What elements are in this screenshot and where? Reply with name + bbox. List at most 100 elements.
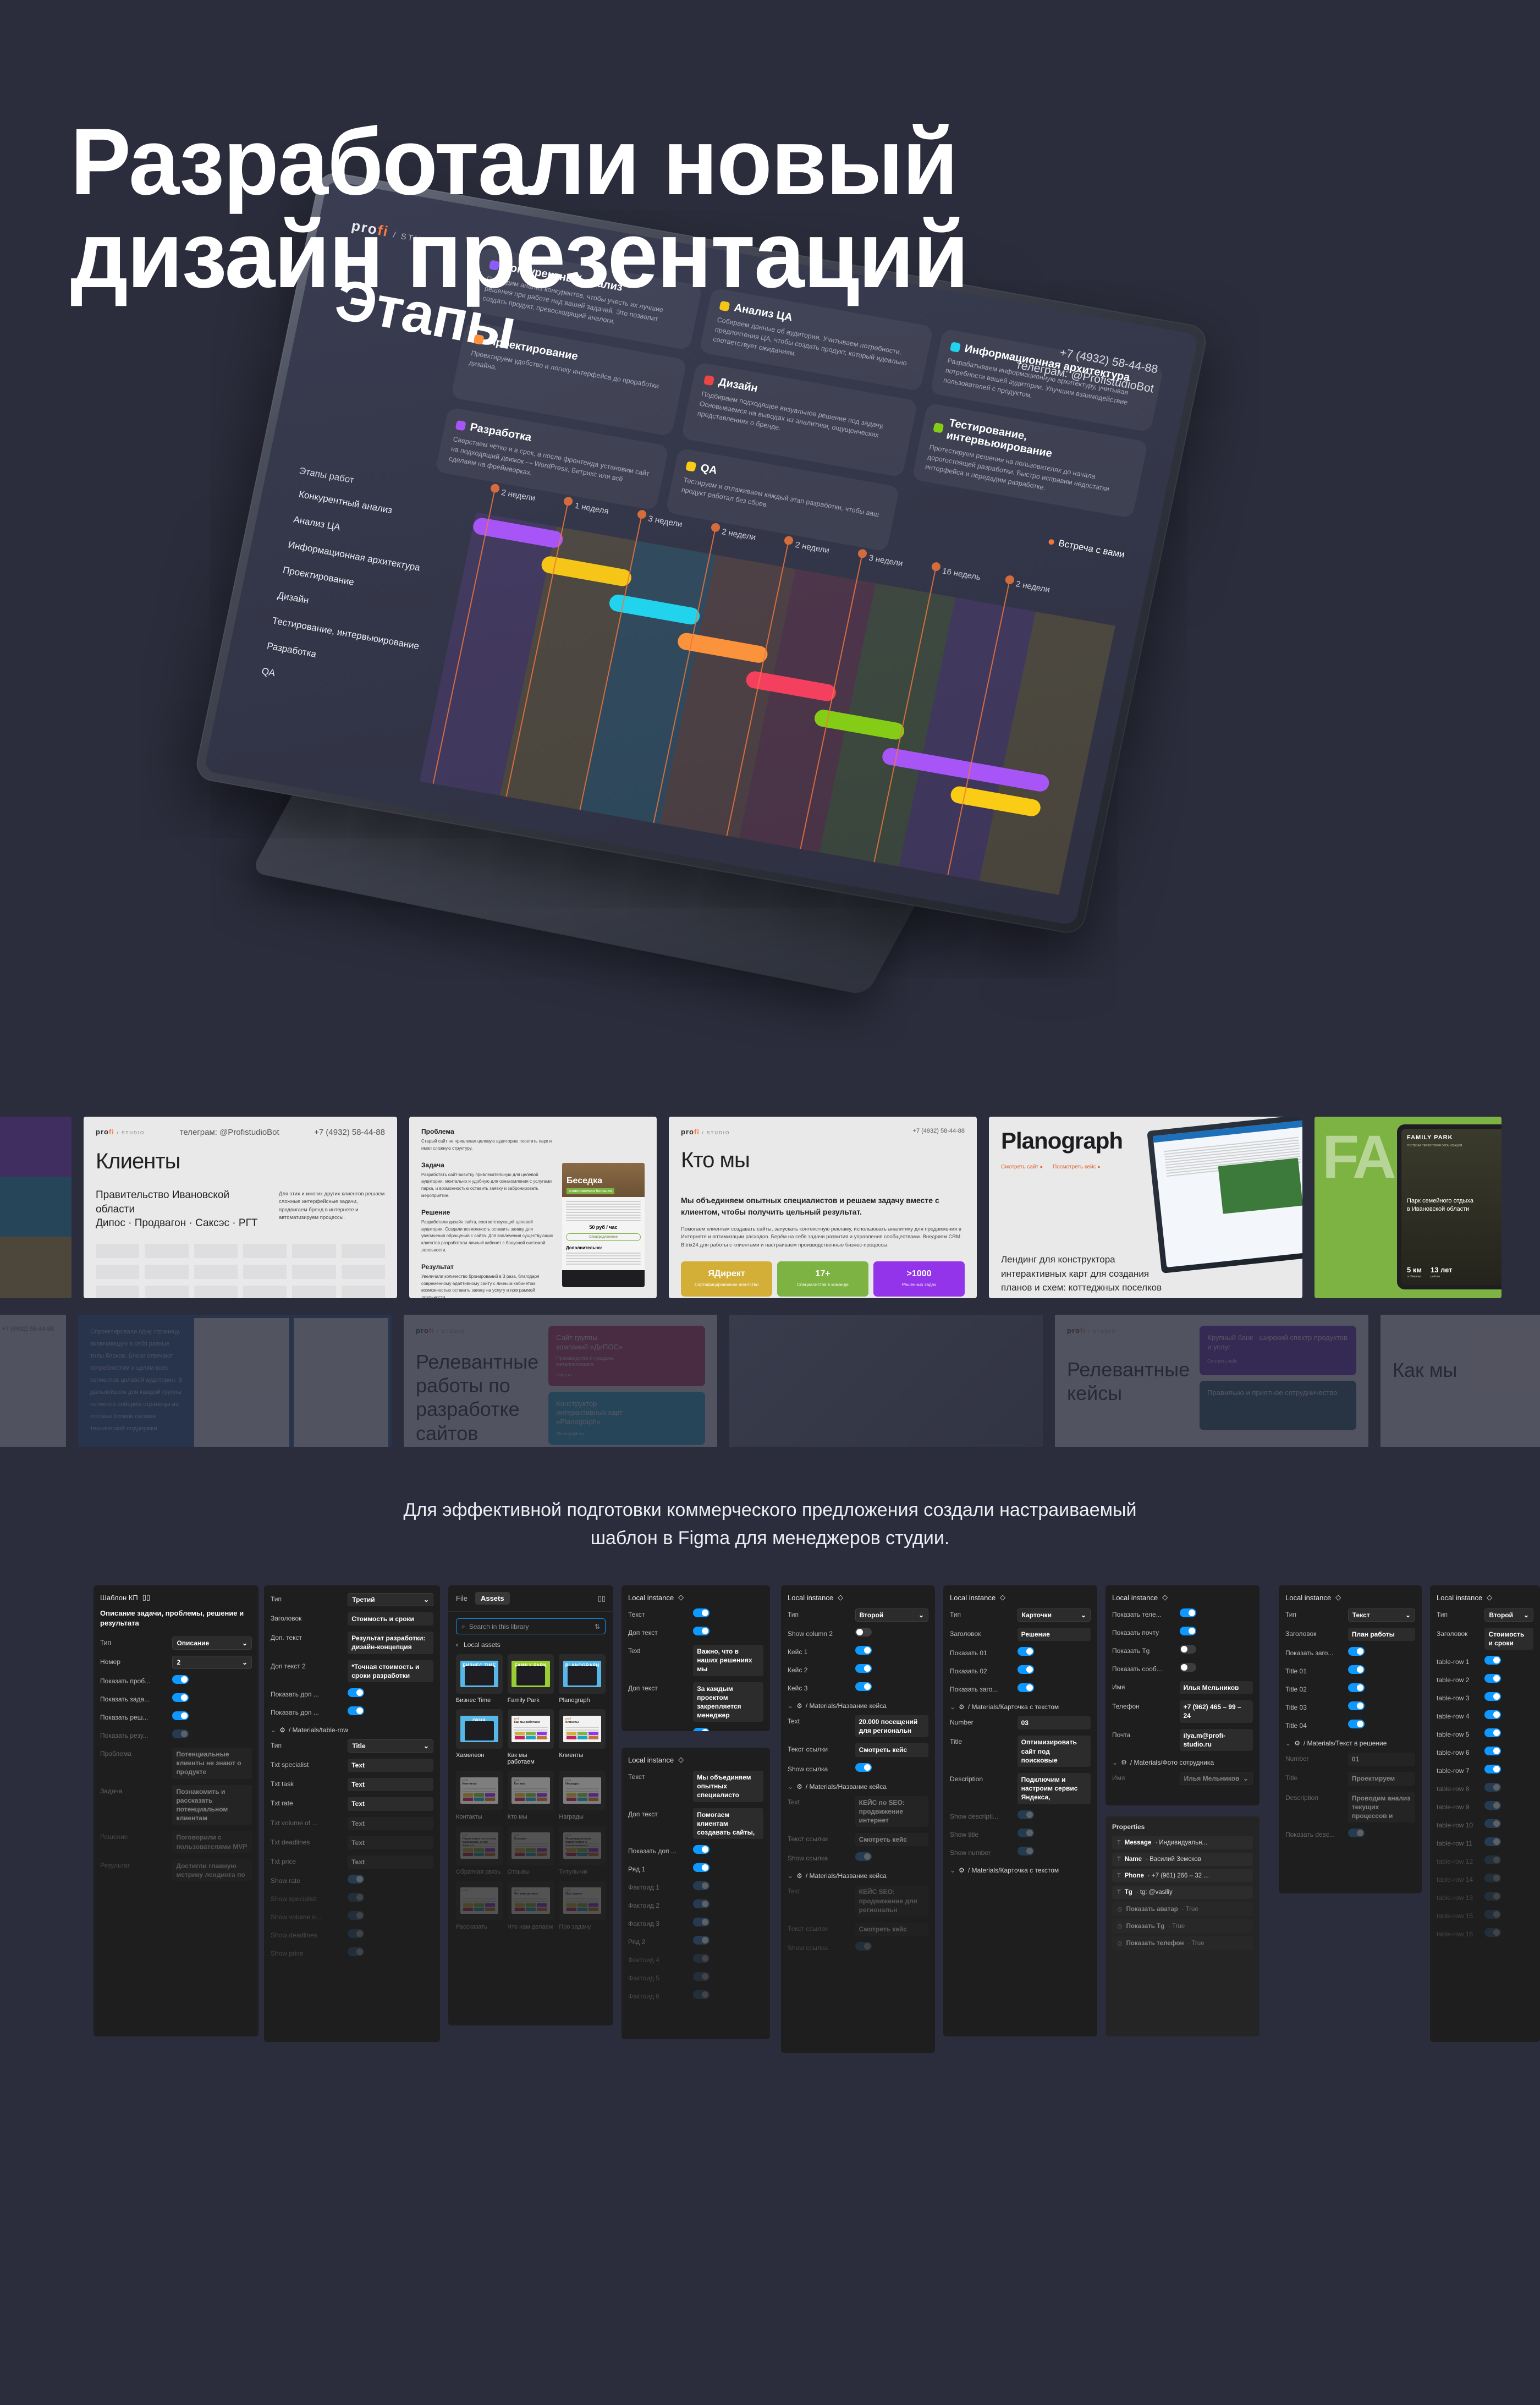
clients-slide[interactable]: profi / STUDIO телеграм: @ProfistudioBot… [84,1117,397,1298]
text-field[interactable]: 01 [1348,1753,1415,1766]
toggle-switch[interactable] [1484,1892,1502,1901]
dropdown-select[interactable]: 2 ⌄ [172,1656,252,1670]
property-item[interactable]: T Phone · +7 (961) 266 – 32 ... [1112,1869,1253,1882]
property-item[interactable]: T Name · Василий Земсков [1112,1853,1253,1866]
toggle-switch[interactable] [855,1664,872,1673]
text-field[interactable]: Важно, что в наших решениях мы [693,1645,763,1676]
toggle-switch[interactable] [1017,1683,1034,1693]
property-item[interactable]: ◎ Показать Tg · True [1112,1919,1253,1933]
toggle-switch[interactable] [1484,1783,1502,1792]
text-field[interactable]: Подключим и настроим сервис Яндекса, [1017,1772,1091,1804]
asset-item[interactable]: profi Клиенты Клиенты [559,1709,606,1765]
toggle-switch[interactable] [1179,1663,1196,1672]
toggle-switch[interactable] [693,1845,710,1854]
component-group-header[interactable]: ⌄ ⚙ / Materials/Карточка с текстом [950,1866,1091,1874]
toggle-switch[interactable] [1179,1645,1196,1654]
structure-slide[interactable]: Спроектировали одну страницу, включающую… [78,1315,392,1447]
toggle-switch[interactable] [693,1918,710,1927]
toggle-switch[interactable] [1017,1810,1034,1819]
toggle-switch[interactable] [348,1947,365,1957]
text-field[interactable]: *Точная стоимость и сроки разработки [348,1660,433,1682]
text-field[interactable]: Познакомить и рассказать потенциальном к… [172,1784,252,1825]
text-field[interactable]: Смотреть кейс [855,1922,928,1936]
relevant-works-slide[interactable]: profi / STUDIO Релевантные работы по раз… [404,1315,717,1447]
component-group-header[interactable]: ⌄ ⚙ / Materials/Карточка с текстом [950,1703,1091,1711]
tab-file[interactable]: File [456,1594,468,1602]
asset-item[interactable]: profi Как мы работаем Как мы работаем [507,1709,554,1765]
text-field[interactable]: Смотреть кейс [855,1743,928,1757]
dropdown-select[interactable]: Описание ⌄ [172,1637,252,1650]
toggle-switch[interactable] [172,1693,189,1703]
dropdown-select[interactable]: Карточки ⌄ [1017,1608,1091,1622]
text-field[interactable]: Стоимость и сроки [1484,1628,1533,1650]
text-field[interactable]: Илья Мельников [1179,1681,1253,1695]
assets-breadcrumb[interactable]: ‹ Local assets [448,1641,613,1654]
dropdown-select[interactable]: Илья Мельников ⌄ [1179,1771,1253,1785]
text-field[interactable]: Text [348,1778,433,1792]
asset-item[interactable]: profi Кто мы Кто мы [507,1771,554,1820]
component-group-header[interactable]: ⌄ ⚙ / Materials/Название кейса [788,1783,928,1791]
toggle-switch[interactable] [1484,1656,1502,1665]
toggle-switch[interactable] [693,1608,710,1617]
relevant-case-card[interactable]: Правильно и приятное сотрудничество [1200,1381,1356,1430]
toggle-switch[interactable] [1484,1910,1502,1919]
text-field[interactable]: 20.000 посещений для региональн [855,1715,928,1738]
asset-item[interactable]: profi Что нам делаем Что нам делаем [507,1881,554,1930]
text-field[interactable]: За каждым проектом закрепляется менеджер [693,1682,763,1722]
toggle-switch[interactable] [1484,1928,1502,1937]
phone-slide-left[interactable]: +7 (4932) 58-44-88 [0,1315,66,1447]
toggle-switch[interactable] [693,1881,710,1891]
toggle-switch[interactable] [693,1728,710,1731]
who-we-are-slide[interactable]: profi / STUDIO +7 (4932) 58-44-88 Кто мы… [669,1117,977,1298]
text-field[interactable]: +7 (962) 465 – 99 – 24 [1179,1700,1253,1723]
component-group-header[interactable]: ⌄ ⚙ / Materials/Название кейса [788,1872,928,1880]
relevant-case-link[interactable]: Смотреть кейс [1207,1358,1238,1364]
case-slide[interactable]: Проблема Старый сайт не привлекал целеву… [409,1117,657,1298]
bank-slide[interactable] [0,1117,72,1298]
text-field[interactable]: Text [348,1797,433,1811]
toggle-switch[interactable] [1348,1720,1365,1729]
text-field[interactable]: Поговорили с пользователями MVP [172,1831,252,1853]
toggle-switch[interactable] [1484,1692,1502,1701]
text-field[interactable]: Проектируем [1348,1772,1415,1786]
asset-item[interactable]: profi Контакты Контакты [456,1771,503,1820]
property-item[interactable]: ◎ Показать аватар · True [1112,1902,1253,1916]
assets-search[interactable]: ⌕ Search in this library ⇅ [456,1618,606,1634]
toggle-switch[interactable] [1484,1765,1502,1774]
toggle-switch[interactable] [855,1682,872,1691]
text-field[interactable]: КЕЙС по SEO: продвижение интернет [855,1795,928,1827]
component-group-header[interactable]: ⌄ ⚙ / Materials/Название кейса [788,1702,928,1710]
toggle-switch[interactable] [855,1628,872,1637]
relevant-cases-slide[interactable]: profi / STUDIO Релевантные кейсы Крупный… [1055,1315,1368,1447]
toggle-switch[interactable] [348,1911,365,1920]
asset-item[interactable]: ОКНА ХАМЕЛЕОН Хамелеон [456,1709,503,1765]
text-field[interactable]: Достигли главную метрику лендинга по [172,1859,252,1882]
relevant-case-card[interactable]: Крупный банк · широкий спектр продуктов … [1200,1326,1356,1375]
toggle-switch[interactable] [693,1990,710,2000]
text-field[interactable]: Стоимость и сроки [348,1612,433,1626]
toggle-switch[interactable] [1179,1627,1196,1635]
family-park-slide[interactable]: FAMILY FAMILY PARK ГОСТЕВАЯ ТЕРРИТОРИЯ О… [1314,1117,1502,1298]
text-field[interactable]: ilya.m@profi-studio.ru [1179,1728,1253,1751]
relevant-work-card[interactable]: Сайт группы компаний «ДиПОС» Производств… [548,1326,705,1386]
text-field[interactable]: Помогаем клиентам создавать сайты, [693,1808,763,1840]
case-preview-button[interactable]: Спецпредложение [566,1233,641,1241]
toggle-switch[interactable] [172,1711,189,1721]
toggle-switch[interactable] [348,1875,365,1884]
asset-item[interactable]: PLANOGRAPH Planograph [559,1654,606,1704]
relevant-work-link[interactable]: Planograph.ru [556,1431,584,1437]
toggle-switch[interactable] [1017,1828,1034,1837]
toggle-switch[interactable] [348,1706,365,1715]
toggle-switch[interactable] [855,1646,872,1655]
toggle-switch[interactable] [1484,1710,1502,1720]
planograph-link-site[interactable]: Смотреть сайт [1001,1164,1043,1170]
toggle-switch[interactable] [348,1929,365,1939]
text-field[interactable]: Смотреть кейс [855,1833,928,1847]
text-field[interactable]: Text [348,1855,433,1869]
toggle-switch[interactable] [1484,1747,1502,1756]
toggle-switch[interactable] [172,1675,189,1684]
toggle-switch[interactable] [1179,1608,1196,1617]
text-field[interactable]: План работы [1348,1628,1415,1641]
toggle-switch[interactable] [693,1863,710,1873]
text-field[interactable]: Потенциальные клиенты не знают о продукт… [172,1748,252,1779]
